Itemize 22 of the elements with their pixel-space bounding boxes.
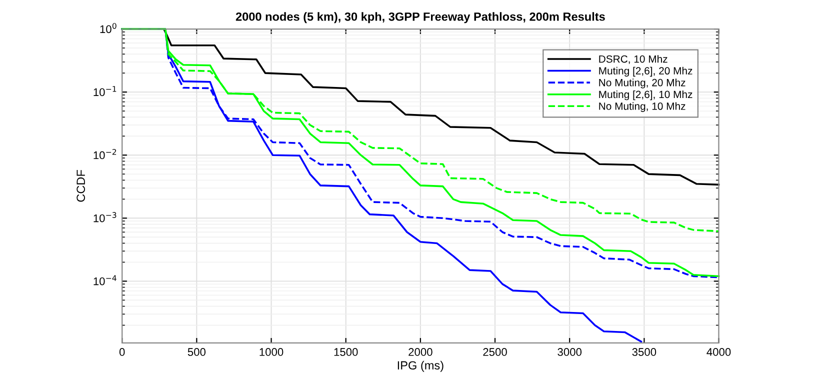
chart-title: 2000 nodes (5 km), 30 kph, 3GPP Freeway Pathloss, 200m Results xyxy=(236,12,605,24)
x-tick-label: 500 xyxy=(188,348,206,356)
x-tick-label: 2500 xyxy=(483,348,507,356)
legend-label: No Muting, 20 Mhz xyxy=(599,78,686,88)
x-tick-label: 1500 xyxy=(334,348,358,356)
x-tick-label: 2000 xyxy=(408,348,432,356)
y-tick-label: 10$^{0}$ xyxy=(100,22,116,34)
y-tick-label: 10$^{−2}$ xyxy=(94,149,116,160)
x-tick-label: 3000 xyxy=(558,348,582,356)
legend-label: No Muting, 10 Mhz xyxy=(599,102,686,112)
x-tick-label: 3500 xyxy=(632,348,656,356)
legend-label: Muting [2,6], 10 Mhz xyxy=(599,90,692,100)
y-tick-label: 10$^{−3}$ xyxy=(94,212,116,222)
y-tick-label: 10$^{−4}$ xyxy=(94,275,116,286)
x-tick-label: 4000 xyxy=(706,348,731,356)
x-tick-label: 0 xyxy=(119,348,125,356)
y-axis-title: CCDF xyxy=(76,170,86,202)
x-tick-label: 1000 xyxy=(260,348,284,356)
y-tick-label: 10$^{−1}$ xyxy=(94,86,116,96)
legend-label: Muting [2,6], 20 Mhz xyxy=(599,66,692,77)
x-axis-title: IPG (ms) xyxy=(398,360,444,372)
legend-label: DSRC, 10 Mhz xyxy=(599,55,668,64)
